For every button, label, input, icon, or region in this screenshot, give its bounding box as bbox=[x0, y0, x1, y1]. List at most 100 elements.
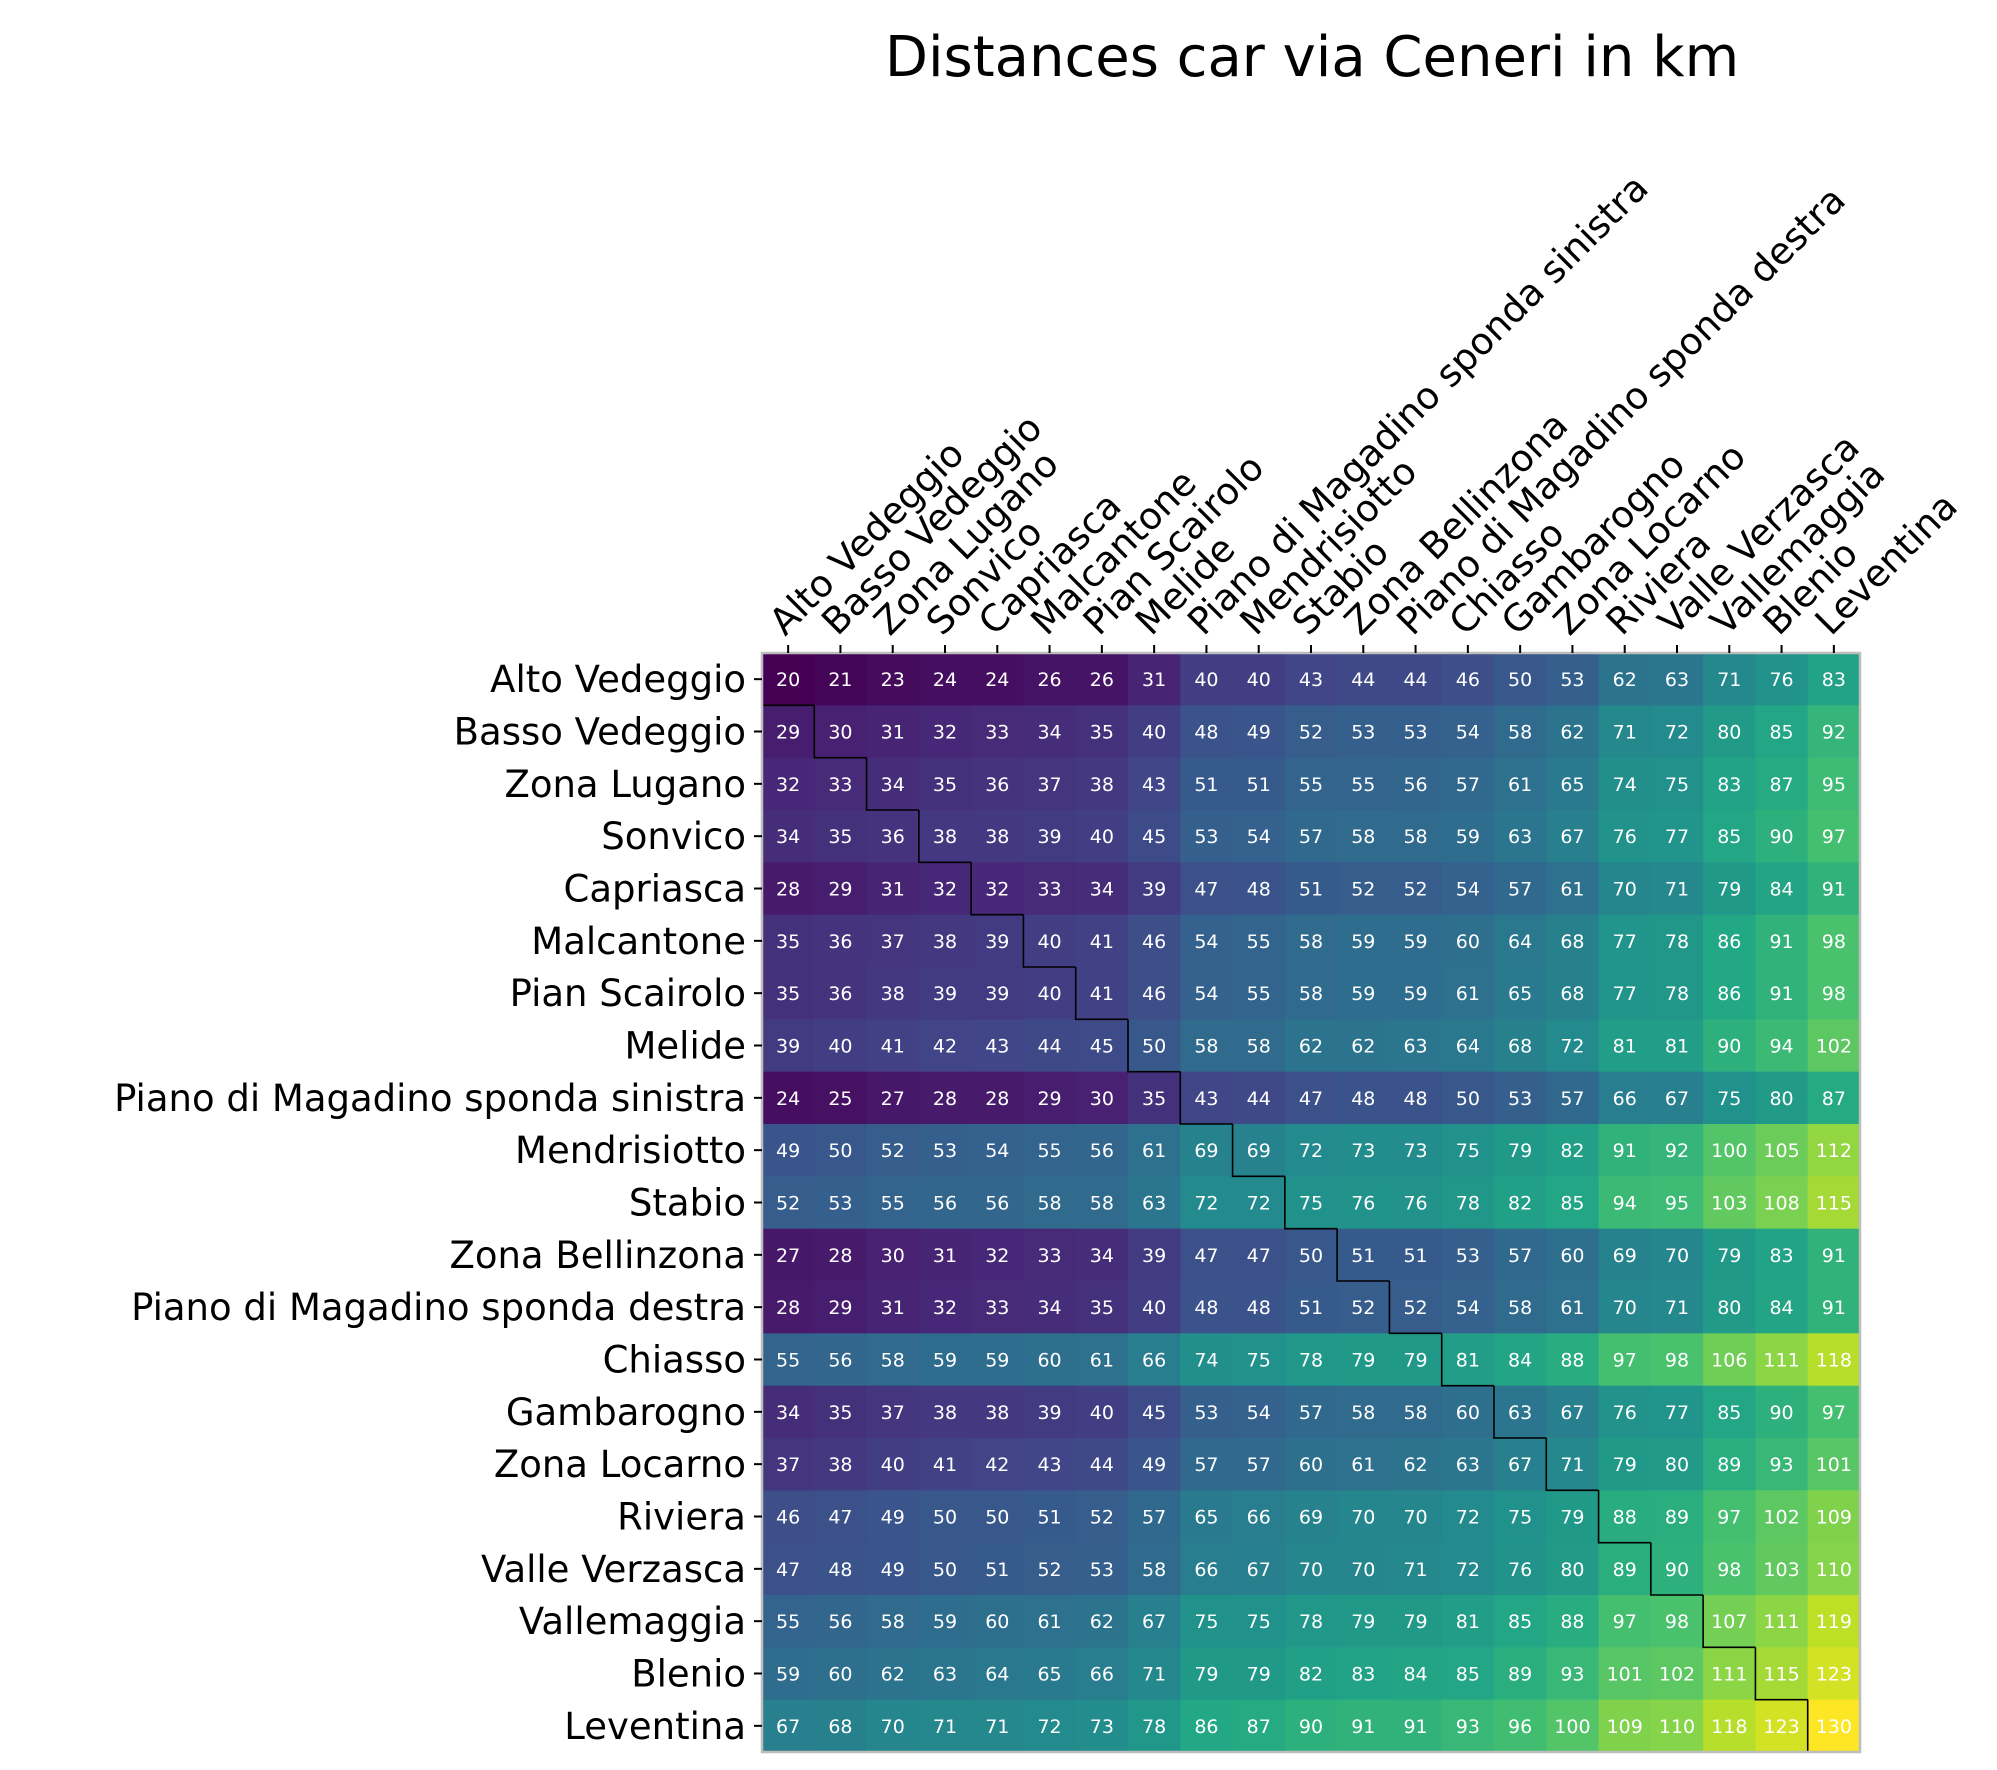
heatmap-cell bbox=[1494, 810, 1547, 863]
heatmap-cell bbox=[1546, 1071, 1600, 1125]
heatmap-cell bbox=[971, 757, 1025, 811]
heatmap-cell bbox=[1441, 705, 1495, 759]
cell-value-label: 57 bbox=[1247, 1454, 1271, 1476]
heatmap-cell bbox=[918, 1542, 972, 1596]
heatmap-cell bbox=[1807, 1333, 1861, 1387]
heatmap-cell bbox=[1441, 914, 1495, 968]
heatmap-cell bbox=[1650, 1124, 1704, 1177]
cell-value-label: 35 bbox=[828, 826, 852, 848]
heatmap-cell bbox=[866, 967, 920, 1020]
row-label: Basso Vedeggio bbox=[454, 711, 746, 754]
cell-value-label: 67 bbox=[1508, 1454, 1532, 1476]
cell-value-label: 62 bbox=[881, 1664, 905, 1686]
heatmap-cell bbox=[1494, 1281, 1547, 1334]
heatmap-cell bbox=[1232, 1333, 1286, 1387]
cell-value-label: 72 bbox=[1037, 1716, 1061, 1738]
cell-value-label: 43 bbox=[1142, 774, 1166, 796]
cell-value-label: 39 bbox=[776, 1036, 800, 1058]
cell-value-label: 39 bbox=[985, 931, 1009, 953]
heatmap-cell bbox=[918, 757, 972, 811]
cell-value-label: 45 bbox=[1142, 826, 1166, 848]
heatmap-cell bbox=[814, 1019, 868, 1073]
heatmap-cell bbox=[1180, 1490, 1234, 1544]
heatmap-cell bbox=[1389, 810, 1443, 863]
heatmap-cell bbox=[1023, 1281, 1077, 1334]
heatmap-cell bbox=[1441, 1647, 1495, 1701]
cell-value-label: 52 bbox=[1403, 1297, 1427, 1319]
cell-value-label: 98 bbox=[1822, 983, 1846, 1005]
cell-value-label: 63 bbox=[1508, 1402, 1532, 1424]
cell-value-label: 26 bbox=[1037, 669, 1061, 691]
cell-value-label: 97 bbox=[1613, 1611, 1637, 1633]
cell-value-label: 118 bbox=[1711, 1716, 1747, 1738]
cell-value-label: 41 bbox=[933, 1454, 957, 1476]
heatmap-cell bbox=[1389, 1071, 1443, 1125]
heatmap-cell bbox=[762, 967, 815, 1020]
heatmap-cell bbox=[1075, 1438, 1129, 1491]
cell-value-label: 72 bbox=[1456, 1559, 1480, 1581]
cell-value-label: 65 bbox=[1194, 1507, 1218, 1529]
cell-value-label: 34 bbox=[881, 774, 905, 796]
heatmap-cell bbox=[1650, 1333, 1704, 1387]
heatmap-cell bbox=[1598, 1071, 1652, 1125]
heatmap-cell bbox=[1441, 1542, 1495, 1596]
cell-value-label: 37 bbox=[881, 931, 905, 953]
cell-value-label: 97 bbox=[1822, 1402, 1846, 1424]
cell-value-label: 110 bbox=[1659, 1716, 1695, 1738]
heatmap-cell bbox=[1494, 1124, 1547, 1177]
heatmap-cell bbox=[971, 810, 1025, 863]
cell-value-label: 34 bbox=[1090, 1245, 1114, 1267]
cell-value-label: 81 bbox=[1456, 1611, 1480, 1633]
heatmap-cell bbox=[918, 1333, 972, 1387]
row-label: Zona Bellinzona bbox=[450, 1234, 747, 1277]
heatmap-cell bbox=[1337, 653, 1391, 706]
cell-value-label: 59 bbox=[1403, 931, 1427, 953]
heatmap-cell bbox=[814, 1281, 868, 1334]
heatmap-cell bbox=[1284, 757, 1338, 811]
heatmap-cell bbox=[1494, 914, 1547, 968]
heatmap-cell bbox=[1075, 1542, 1129, 1596]
cell-value-label: 63 bbox=[1403, 1036, 1427, 1058]
cell-value-label: 58 bbox=[1403, 1402, 1427, 1424]
heatmap-cell bbox=[762, 862, 815, 916]
cell-value-label: 37 bbox=[776, 1454, 800, 1476]
heatmap-cell bbox=[762, 1019, 815, 1073]
cell-value-label: 32 bbox=[985, 1245, 1009, 1267]
heatmap-cell bbox=[1546, 1438, 1600, 1491]
heatmap-cell bbox=[1075, 1385, 1129, 1439]
heatmap-cell bbox=[1546, 1647, 1600, 1701]
cell-value-label: 72 bbox=[1194, 1193, 1218, 1215]
cell-value-label: 71 bbox=[1142, 1664, 1166, 1686]
heatmap-cell bbox=[1703, 1071, 1757, 1125]
heatmap-cell bbox=[1128, 1176, 1181, 1230]
cell-value-label: 39 bbox=[933, 983, 957, 1005]
heatmap-cell bbox=[1650, 1385, 1704, 1439]
heatmap-cell bbox=[1494, 1542, 1547, 1596]
cell-value-label: 106 bbox=[1711, 1350, 1747, 1372]
cell-value-label: 44 bbox=[1403, 669, 1427, 691]
heatmap-cell bbox=[1284, 1542, 1338, 1596]
cell-value-label: 35 bbox=[1142, 1088, 1166, 1110]
heatmap-cell bbox=[971, 862, 1025, 916]
heatmap-cell bbox=[866, 1176, 920, 1230]
cell-value-label: 89 bbox=[1665, 1507, 1689, 1529]
cell-value-label: 70 bbox=[1613, 879, 1637, 901]
heatmap-cell bbox=[1337, 1071, 1391, 1125]
cell-value-label: 37 bbox=[881, 1402, 905, 1424]
heatmap-cell bbox=[1546, 862, 1600, 916]
heatmap-cell bbox=[1703, 1595, 1757, 1648]
heatmap-cell bbox=[1232, 757, 1286, 811]
heatmap-cell bbox=[1389, 1228, 1443, 1282]
heatmap-cell bbox=[1650, 914, 1704, 968]
heatmap-cell bbox=[1023, 705, 1077, 759]
heatmap-cell bbox=[1755, 1281, 1809, 1334]
cell-value-label: 51 bbox=[1194, 774, 1218, 796]
heatmap-cell bbox=[1703, 1281, 1757, 1334]
heatmap-cell bbox=[1494, 967, 1547, 1020]
heatmap-cell bbox=[1284, 810, 1338, 863]
cell-value-label: 39 bbox=[1037, 1402, 1061, 1424]
cell-value-label: 77 bbox=[1613, 983, 1637, 1005]
heatmap-cell bbox=[1023, 1228, 1077, 1282]
heatmap-cell bbox=[1807, 757, 1861, 811]
cell-value-label: 32 bbox=[985, 879, 1009, 901]
